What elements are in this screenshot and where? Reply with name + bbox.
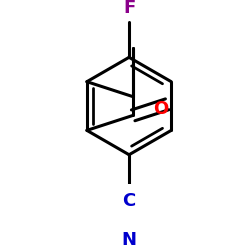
Text: C: C	[122, 192, 136, 210]
Text: O: O	[153, 100, 168, 118]
Text: N: N	[122, 231, 136, 249]
Text: F: F	[123, 0, 135, 17]
